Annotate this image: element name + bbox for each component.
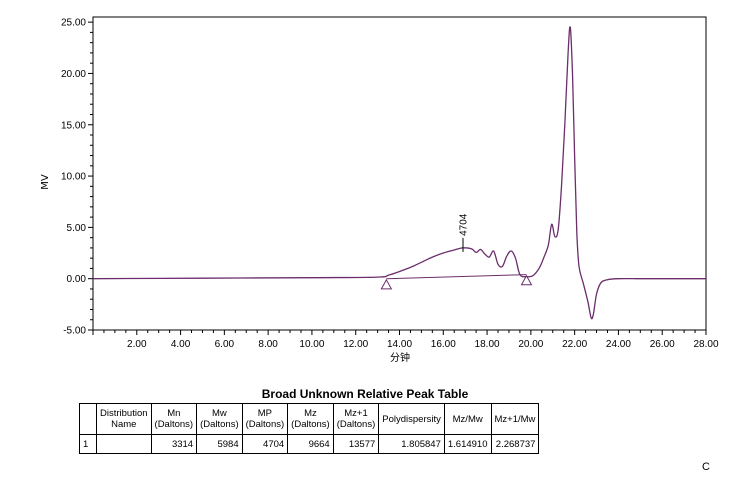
peak-label: 4704 [458,213,469,236]
table-row: 1 3314 5984 4704 9664 13577 1.805847 1.614910 2.… [79,434,540,454]
table-header-cell [79,403,97,435]
integration-marker [380,278,393,290]
y-tick-label: 10.00 [61,172,86,183]
table-header-cell: Mz+1 (Daltons) [332,403,380,435]
x-axis-title: 分钟 [390,351,410,364]
table-header-cell: Distribution Name [96,403,152,435]
x-tick-label: 10.00 [299,339,324,350]
y-tick-label: 5.00 [67,223,87,234]
x-tick-label: 18.00 [475,339,500,350]
table-header-row: Distribution Name Mn (Daltons) Mw (Daltons) MP… [79,403,540,435]
x-tick-label: 26.00 [650,339,675,350]
table-header-cell: Mw (Daltons) [196,403,243,435]
table-cell: 5984 [196,434,243,454]
x-axis: 2.00 4.00 6.00 8.00 10.00 12.00 14.00 16.00 18.0… [92,330,719,350]
plot-frame [92,16,707,331]
y-axis-title: MV [40,174,51,190]
x-tick-label: 22.00 [562,339,587,350]
integration-markers [380,274,533,290]
x-tick-label: 2.00 [127,339,147,350]
table-header-cell: Mz (Daltons) [287,403,334,435]
y-axis: 25.00 20.00 15.00 10.00 5.00 0.00 -5.00 [61,18,93,337]
integration-baseline [386,274,527,280]
y-tick-label: 25.00 [61,18,86,29]
x-tick-label: 20.00 [518,339,543,350]
table-cell: 9664 [287,434,334,454]
table-cell: 1.805847 [378,434,445,454]
x-tick-label: 8.00 [258,339,278,350]
x-tick-label: 14.00 [387,339,412,350]
x-tick-label: 28.00 [693,339,718,350]
table-cell: 3314 [150,434,198,454]
y-tick-label: -5.00 [63,326,86,337]
peak-table: Distribution Name Mn (Daltons) Mw (Daltons) MP… [79,403,540,454]
y-tick-label: 20.00 [61,69,86,80]
chromatogram-chart: 2.00 4.00 6.00 8.00 10.00 12.00 14.00 16.00 18.0… [40,16,719,364]
table-body: 1 3314 5984 4704 9664 13577 1.805847 1.614910 2.… [79,434,540,454]
table-header-cell: Polydispersity [378,403,445,435]
peak-annotations: 4704 [458,213,469,252]
table-cell: 4704 [241,434,289,454]
x-tick-label: 4.00 [171,339,191,350]
table-header-cell: Mn (Daltons) [150,403,198,435]
integration-marker [520,274,533,286]
table-cell: 13577 [332,434,380,454]
y-tick-label: 15.00 [61,120,86,131]
x-tick-label: 12.00 [343,339,368,350]
peak-table-title: Broad Unknown Relative Peak Table [261,387,469,401]
table-cell: 2.268737 [490,434,540,454]
table-cell [96,434,152,454]
table-cell: 1.614910 [443,434,492,454]
table-header-cell: Mz+1/Mw [490,403,540,435]
chromatogram-trace [92,26,706,320]
x-tick-label: 24.00 [606,339,631,350]
table-header-cell: Mz/Mw [443,403,492,435]
table-cell: 1 [79,434,97,454]
x-tick-label: 16.00 [431,339,456,350]
x-tick-label: 6.00 [215,339,235,350]
corner-label: C [702,461,710,473]
y-tick-label: 0.00 [67,274,87,285]
table-header-cell: MP (Daltons) [241,403,289,435]
